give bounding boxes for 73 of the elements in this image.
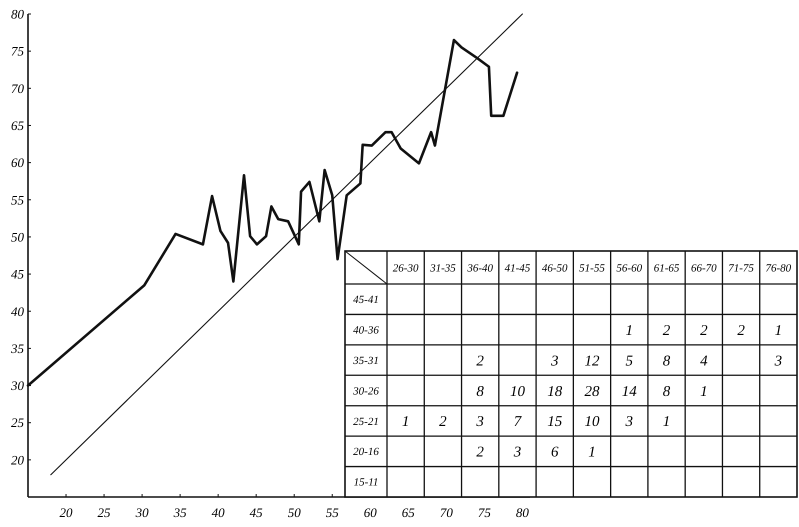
x-tick-label: 56-60 xyxy=(616,262,643,274)
y-tick-label: 20-16 xyxy=(353,446,380,458)
x-tick-label: 70 xyxy=(440,505,454,520)
x-tick-label: 75 xyxy=(478,505,492,520)
x-tick-label: 20 xyxy=(60,505,74,520)
y-tick-label: 25-21 xyxy=(353,416,379,428)
y-tick-label: 60 xyxy=(11,155,24,170)
x-tick-label: 30 xyxy=(134,505,150,520)
x-tick-label: 41-45 xyxy=(504,262,531,274)
data-label: 1 xyxy=(774,322,782,339)
y-tick-label: 45-41 xyxy=(353,294,379,306)
data-label: 2 xyxy=(700,322,708,339)
y-tick-label: 40-36 xyxy=(353,324,380,336)
data-label: 3 xyxy=(550,353,558,370)
y-tick-label: 65 xyxy=(11,118,24,134)
data-label: 10 xyxy=(584,414,600,430)
y-tick-label: 30 xyxy=(10,378,24,394)
data-label: 18 xyxy=(547,384,563,400)
x-tick-label: 45 xyxy=(250,505,264,520)
y-tick-label: 15-11 xyxy=(354,476,378,489)
data-label: 2 xyxy=(439,414,448,430)
x-tick-label: 61-65 xyxy=(654,262,680,274)
data-label: 2 xyxy=(737,322,746,339)
y-tick-label: 75 xyxy=(11,44,24,59)
data-label: 3 xyxy=(475,414,484,430)
data-label: 3 xyxy=(624,414,634,430)
y-tick-label: 55 xyxy=(11,192,24,208)
data-label: 6 xyxy=(550,444,559,461)
data-label: 8 xyxy=(476,384,484,400)
data-label: 2 xyxy=(476,444,484,461)
data-label: 12 xyxy=(584,353,600,370)
x-tick-label: 55 xyxy=(326,505,340,520)
data-label: 2 xyxy=(476,353,484,370)
data-label: 3 xyxy=(512,444,522,461)
x-tick-label: 71-75 xyxy=(728,262,754,274)
y-tick-label: 50 xyxy=(11,229,24,244)
x-tick-label: 31-35 xyxy=(429,262,456,274)
data-label: 4 xyxy=(700,353,708,370)
x-tick-label: 66-70 xyxy=(690,262,718,274)
data-label: 28 xyxy=(584,384,600,400)
y-tick-label: 35 xyxy=(10,340,24,356)
x-tick-label: 40 xyxy=(212,505,226,520)
data-label: 14 xyxy=(622,384,638,400)
data-label: 1 xyxy=(700,384,708,400)
x-tick-label: 36-40 xyxy=(466,262,494,274)
y-tick-label: 35-31 xyxy=(352,354,379,367)
x-tick-label: 26-30 xyxy=(392,262,419,274)
data-label: 5 xyxy=(626,353,634,370)
x-tick-label: 50 xyxy=(288,505,302,520)
x-tick-label: 25 xyxy=(98,505,112,520)
x-tick-label: 35 xyxy=(172,505,188,520)
data-label: 15 xyxy=(547,414,563,430)
y-tick-label: 80 xyxy=(11,6,24,22)
data-label: 1 xyxy=(662,414,670,430)
y-tick-label: 25 xyxy=(11,415,24,430)
data-label: 3 xyxy=(774,353,782,370)
data-label: 2 xyxy=(662,322,671,339)
x-tick-label: 46-50 xyxy=(542,262,568,274)
data-label: 8 xyxy=(662,384,671,400)
y-tick-label: 40 xyxy=(11,304,24,319)
x-tick-label: 51-55 xyxy=(579,262,606,274)
data-label: 1 xyxy=(402,414,410,430)
data-label: 7 xyxy=(514,414,523,430)
y-tick-label: 30-26 xyxy=(352,385,380,398)
x-tick-label: 80 xyxy=(516,505,530,520)
y-tick-label: 70 xyxy=(11,80,24,96)
data-label: 1 xyxy=(588,444,596,461)
data-label: 8 xyxy=(662,353,671,370)
data-label: 10 xyxy=(510,384,526,400)
y-tick-label: 20 xyxy=(11,452,24,468)
data-label: 1 xyxy=(626,322,634,339)
x-tick-label: 65 xyxy=(402,505,416,520)
x-tick-label: 76-80 xyxy=(766,262,792,274)
